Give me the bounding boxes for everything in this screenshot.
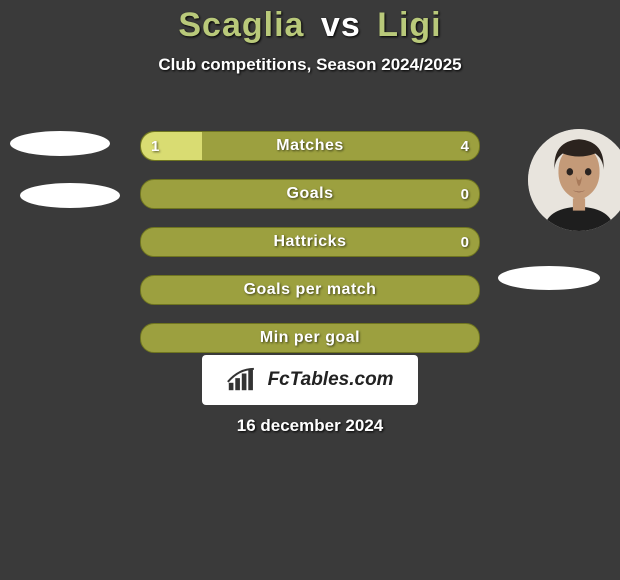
stat-label: Matches bbox=[141, 132, 479, 160]
stat-label: Hattricks bbox=[141, 228, 479, 256]
player1-name-ellipse-1 bbox=[10, 131, 110, 156]
stat-row-matches: 1 Matches 4 bbox=[140, 131, 480, 161]
stat-row-min-per-goal: Min per goal bbox=[140, 323, 480, 353]
stat-label: Goals bbox=[141, 180, 479, 208]
player2-avatar bbox=[528, 129, 620, 231]
stat-row-goals-per-match: Goals per match bbox=[140, 275, 480, 305]
player1-name-ellipse-2 bbox=[20, 183, 120, 208]
stat-row-hattricks: Hattricks 0 bbox=[140, 227, 480, 257]
title: Scaglia vs Ligi bbox=[0, 6, 620, 45]
fctables-logo-text: FcTables.com bbox=[268, 369, 394, 391]
stats-container: 1 Matches 4 Goals 0 Hattricks 0 Goals pe… bbox=[140, 131, 480, 371]
infographic-date: 16 december 2024 bbox=[0, 416, 620, 436]
comparison-infographic: Scaglia vs Ligi Club competitions, Seaso… bbox=[0, 6, 620, 580]
stat-value-right: 0 bbox=[461, 180, 469, 208]
stat-value-right: 4 bbox=[461, 132, 469, 160]
title-player1: Scaglia bbox=[178, 6, 304, 44]
stat-label: Goals per match bbox=[141, 276, 479, 304]
person-icon bbox=[528, 129, 620, 231]
title-vs: vs bbox=[321, 6, 361, 44]
player2-name-ellipse bbox=[498, 266, 600, 290]
subtitle: Club competitions, Season 2024/2025 bbox=[0, 55, 620, 75]
stat-value-right: 0 bbox=[461, 228, 469, 256]
stat-label: Min per goal bbox=[141, 324, 479, 352]
bar-chart-icon bbox=[226, 367, 263, 393]
fctables-logo-box: FcTables.com bbox=[202, 355, 418, 405]
stat-row-goals: Goals 0 bbox=[140, 179, 480, 209]
title-player2: Ligi bbox=[377, 6, 441, 44]
